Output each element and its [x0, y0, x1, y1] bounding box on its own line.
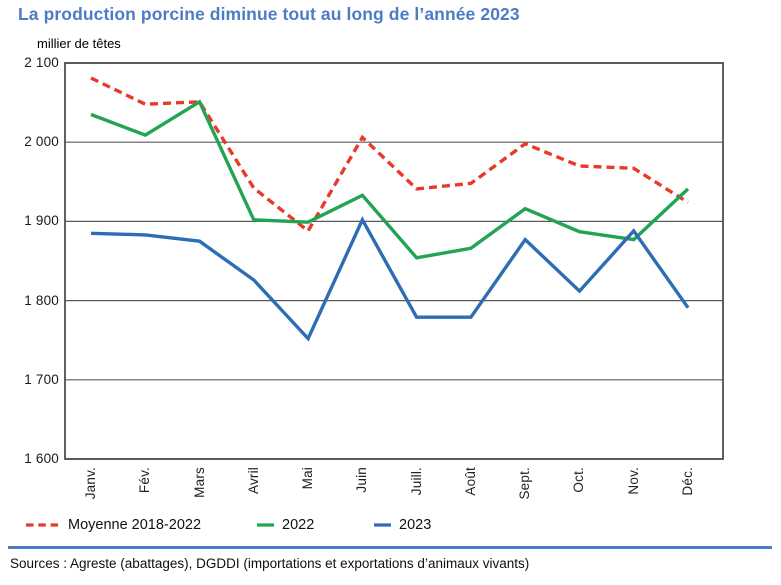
x-axis-month-label: Déc.	[680, 467, 695, 496]
x-axis-month-label: Fév.	[137, 467, 153, 494]
x-axis-month-label: Oct.	[571, 467, 587, 493]
legend-swatch-moyenne-2018-2022	[26, 523, 60, 527]
x-axis-month-label: Avril	[245, 467, 261, 495]
line-chart: 2 100 2 000 1 900 1 800 1 700 1 600 Janv. Fév.…	[24, 55, 724, 500]
x-axis-month-label: Août	[462, 467, 478, 496]
legend-item-2022: 2022	[257, 511, 314, 539]
x-axis-month-label: Sept.	[517, 467, 533, 500]
x-axis-month-label: Juill.	[408, 467, 424, 496]
legend-item-moyenne-2018-2022: Moyenne 2018-2022	[26, 511, 201, 539]
legend-label: Moyenne 2018-2022	[68, 517, 202, 533]
x-axis-month-label: Juin	[354, 467, 370, 493]
legend-label: 2022	[282, 517, 315, 533]
separator-line	[8, 546, 772, 549]
y-axis-tick-label: 2 000	[24, 134, 59, 150]
source-note: Sources : Agreste (abattages), DGDDI (im…	[10, 556, 530, 571]
plot-border	[64, 62, 724, 460]
x-axis-month-label: Janv.	[83, 467, 98, 500]
x-axis-month-label: Nov.	[625, 467, 641, 495]
x-axis-month-label: Mars	[191, 467, 207, 498]
y-axis-tick-label: 1 700	[24, 371, 59, 387]
series-line-2023	[90, 216, 690, 342]
legend-label: 2023	[399, 517, 432, 533]
legend-swatch-2023	[374, 523, 391, 527]
x-axis-month-label: Mai	[300, 467, 316, 490]
y-axis-tick-label: 1 900	[24, 213, 59, 229]
y-axis-tick-label: 1 800	[24, 292, 59, 308]
plot-svg	[64, 62, 724, 460]
y-axis-tick-label: 1 600	[24, 451, 59, 466]
legend-swatch-2022	[257, 523, 274, 527]
series-line-moyenne-2018-2022	[90, 76, 689, 234]
y-axis-unit-label: millier de têtes	[37, 36, 121, 51]
chart-legend: Moyenne 2018-2022 2022 2023	[0, 511, 781, 539]
y-axis-tick-label: 2 100	[24, 55, 59, 70]
legend-item-2023: 2023	[374, 511, 431, 539]
series-line-2022	[90, 99, 690, 260]
chart-title: La production porcine diminue tout au lo…	[18, 4, 520, 24]
